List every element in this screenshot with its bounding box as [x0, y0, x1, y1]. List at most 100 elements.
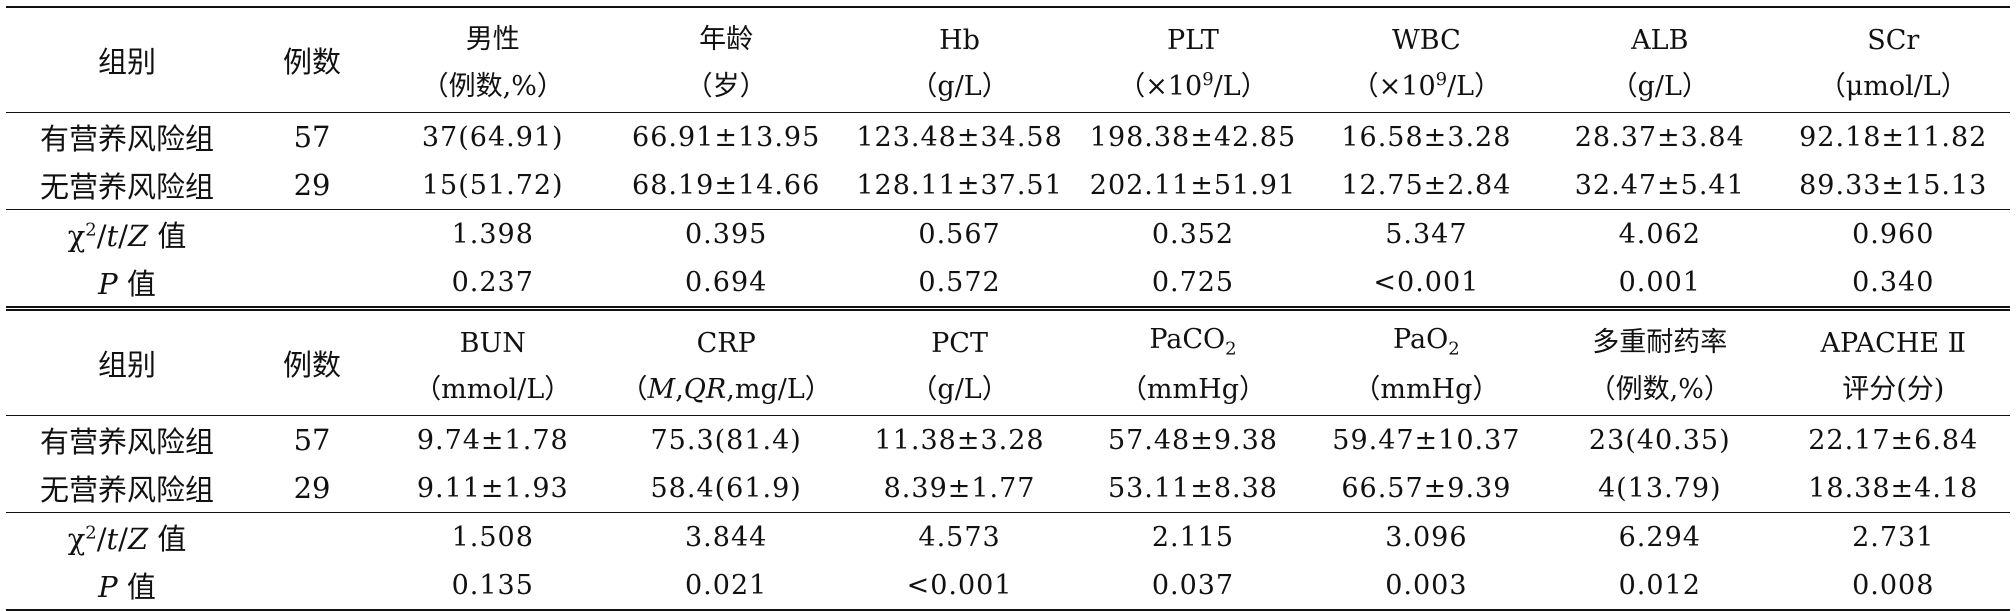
table-row: 有营养风险组 57 9.74±1.78 75.3(81.4) 11.38±3.2…	[6, 415, 2010, 464]
table-cell: 58.4(61.9)	[650, 472, 802, 504]
table-cell: 0.001	[1618, 266, 1701, 298]
table-cell: 9.11±1.93	[416, 472, 569, 504]
table-cell: 0.960	[1776, 209, 2010, 258]
table2-header-row-top: 组别 例数 BUN CRP PCT PaCO2 PaO2 多重耐药率 APACH…	[6, 306, 2010, 416]
table-cell: 0.037	[1076, 561, 1310, 611]
table-cell: 66.57±9.39	[1341, 472, 1512, 504]
table2-header-pct: PCT	[842, 306, 1077, 363]
table-cell: 53.11±8.38	[1107, 472, 1278, 504]
table-cell: 4(13.79)	[1598, 472, 1722, 504]
table-cell: 1.508	[376, 512, 610, 561]
table-row: P 值 0.237 0.694 0.572 0.725 <0.001 0.001…	[6, 258, 2010, 309]
table-cell: 18.38±4.18	[1808, 472, 1979, 504]
table1-unit-wbc: （×109/L）	[1351, 69, 1502, 102]
p-label: P 值	[6, 561, 249, 611]
table-cell: 0.352	[1076, 209, 1310, 258]
table-cell: 12.75±2.84	[1341, 169, 1512, 201]
table-row: χ2/t/Z 值 1.398 0.395 0.567 0.352 5.347 4…	[6, 209, 2010, 258]
table1-header-wbc: WBC	[1309, 6, 1544, 60]
table-cell: 0.694	[685, 266, 768, 298]
table-row: 无营养风险组 29 9.11±1.93 58.4(61.9) 8.39±1.77…	[6, 464, 2010, 513]
row-group-label: 有营养风险组	[6, 112, 249, 161]
table-cell: 0.572	[918, 266, 1001, 298]
table2-header-row-units: （mmol/L） （M,QR,mg/L） （g/L） （mmHg） （mmHg）…	[6, 363, 2010, 416]
table-cell: 57.48±9.38	[1076, 415, 1310, 464]
stat-label: χ2/t/Z 值	[6, 209, 249, 258]
table1-header-male: 男性	[376, 6, 610, 60]
table1-header-group: 组别	[6, 6, 249, 113]
comparison-table: 组别 例数 男性 年龄 Hb PLT WBC ALB SCr （例数,%） （岁…	[6, 6, 2010, 611]
table1-header-alb: ALB	[1543, 6, 1777, 60]
table2-header-pao2: PaO2	[1309, 306, 1544, 363]
empty-cell	[248, 258, 376, 309]
table-cell: 0.237	[451, 266, 534, 298]
table-cell: 3.096	[1309, 512, 1544, 561]
table-cell: 202.11±51.91	[1089, 169, 1297, 201]
row-n: 29	[293, 168, 331, 202]
row-group-label: 无营养风险组	[40, 170, 215, 204]
table-cell: 23(40.35)	[1543, 415, 1777, 464]
empty-cell	[248, 561, 377, 611]
table1-unit-plt: （×109/L）	[1118, 69, 1268, 102]
table2-unit-bun: （mmol/L）	[414, 374, 572, 405]
table-cell: <0.001	[1373, 266, 1480, 298]
table2-unit-apache: 评分(分)	[1842, 374, 1945, 405]
table1-unit-age: （岁）	[685, 71, 767, 102]
table2-header-mdr: 多重耐药率	[1543, 306, 1777, 363]
table1-header-scr: SCr	[1776, 6, 2010, 60]
table-cell: 4.573	[842, 512, 1077, 561]
table-cell: 0.725	[1151, 266, 1235, 298]
table-cell: 89.33±15.13	[1799, 169, 1988, 201]
table-cell: 5.347	[1309, 209, 1544, 258]
table-cell: 92.18±11.82	[1776, 112, 2010, 161]
table-cell: 0.021	[609, 561, 843, 611]
row-group-label: 有营养风险组	[6, 415, 249, 464]
table-row: 无营养风险组 29 15(51.72) 68.19±14.66 128.11±3…	[6, 161, 2010, 210]
table2-unit-pct: （g/L）	[910, 374, 1009, 405]
table2-header-apache: APACHE Ⅱ	[1776, 306, 2010, 363]
table-cell: 75.3(81.4)	[609, 415, 843, 464]
table-cell: 198.38±42.85	[1076, 112, 1310, 161]
table2-header-group: 组别	[6, 306, 249, 416]
table-cell: 59.47±10.37	[1309, 415, 1544, 464]
table-cell: 2.731	[1776, 512, 2010, 561]
table1-unit-scr: （μmol/L）	[1818, 71, 1968, 102]
table2-unit-pao2: （mmHg）	[1353, 374, 1500, 405]
table-row: P 值 0.135 0.021 <0.001 0.037 0.003 0.012…	[6, 561, 2010, 611]
table1-header-plt: PLT	[1076, 6, 1310, 60]
table-cell: 4.062	[1543, 209, 1777, 258]
table1-header-hb: Hb	[842, 6, 1077, 60]
table1-unit-male: （例数,%）	[421, 71, 564, 102]
row-n: 57	[248, 415, 377, 464]
table-cell: 128.11±37.51	[856, 169, 1063, 201]
row-n: 57	[248, 112, 377, 161]
table1-unit-hb: （g/L）	[910, 71, 1009, 102]
table-cell: 11.38±3.28	[842, 415, 1077, 464]
table-cell: 6.294	[1543, 512, 1777, 561]
table-cell: 2.115	[1076, 512, 1310, 561]
table-cell: <0.001	[842, 561, 1077, 611]
table-row: 有营养风险组 57 37(64.91) 66.91±13.95 123.48±3…	[6, 112, 2010, 161]
table-cell: 3.844	[609, 512, 843, 561]
p-label: P 值	[98, 267, 156, 301]
table-cell: 32.47±5.41	[1574, 169, 1745, 201]
table-cell: 8.39±1.77	[883, 472, 1036, 504]
table-cell: 15(51.72)	[421, 169, 564, 201]
stat-label: χ2/t/Z 值	[6, 512, 249, 561]
empty-cell	[248, 512, 377, 561]
table2-header-bun: BUN	[376, 306, 610, 363]
table2-header-paco2: PaCO2	[1076, 306, 1310, 363]
empty-cell	[248, 209, 377, 258]
table2-header-n: 例数	[248, 306, 377, 416]
table-cell: 1.398	[376, 209, 610, 258]
table-cell: 0.012	[1543, 561, 1777, 611]
table1-header-row-top: 组别 例数 男性 年龄 Hb PLT WBC ALB SCr	[6, 6, 2010, 113]
table1-header-age: 年龄	[609, 6, 843, 60]
table-cell: 0.567	[842, 209, 1077, 258]
table-cell: 37(64.91)	[376, 112, 610, 161]
row-group-label: 无营养风险组	[40, 473, 215, 507]
table-cell: 68.19±14.66	[632, 169, 821, 201]
table-cell: 9.74±1.78	[376, 415, 610, 464]
table2-unit-paco2: （mmHg）	[1119, 374, 1266, 405]
